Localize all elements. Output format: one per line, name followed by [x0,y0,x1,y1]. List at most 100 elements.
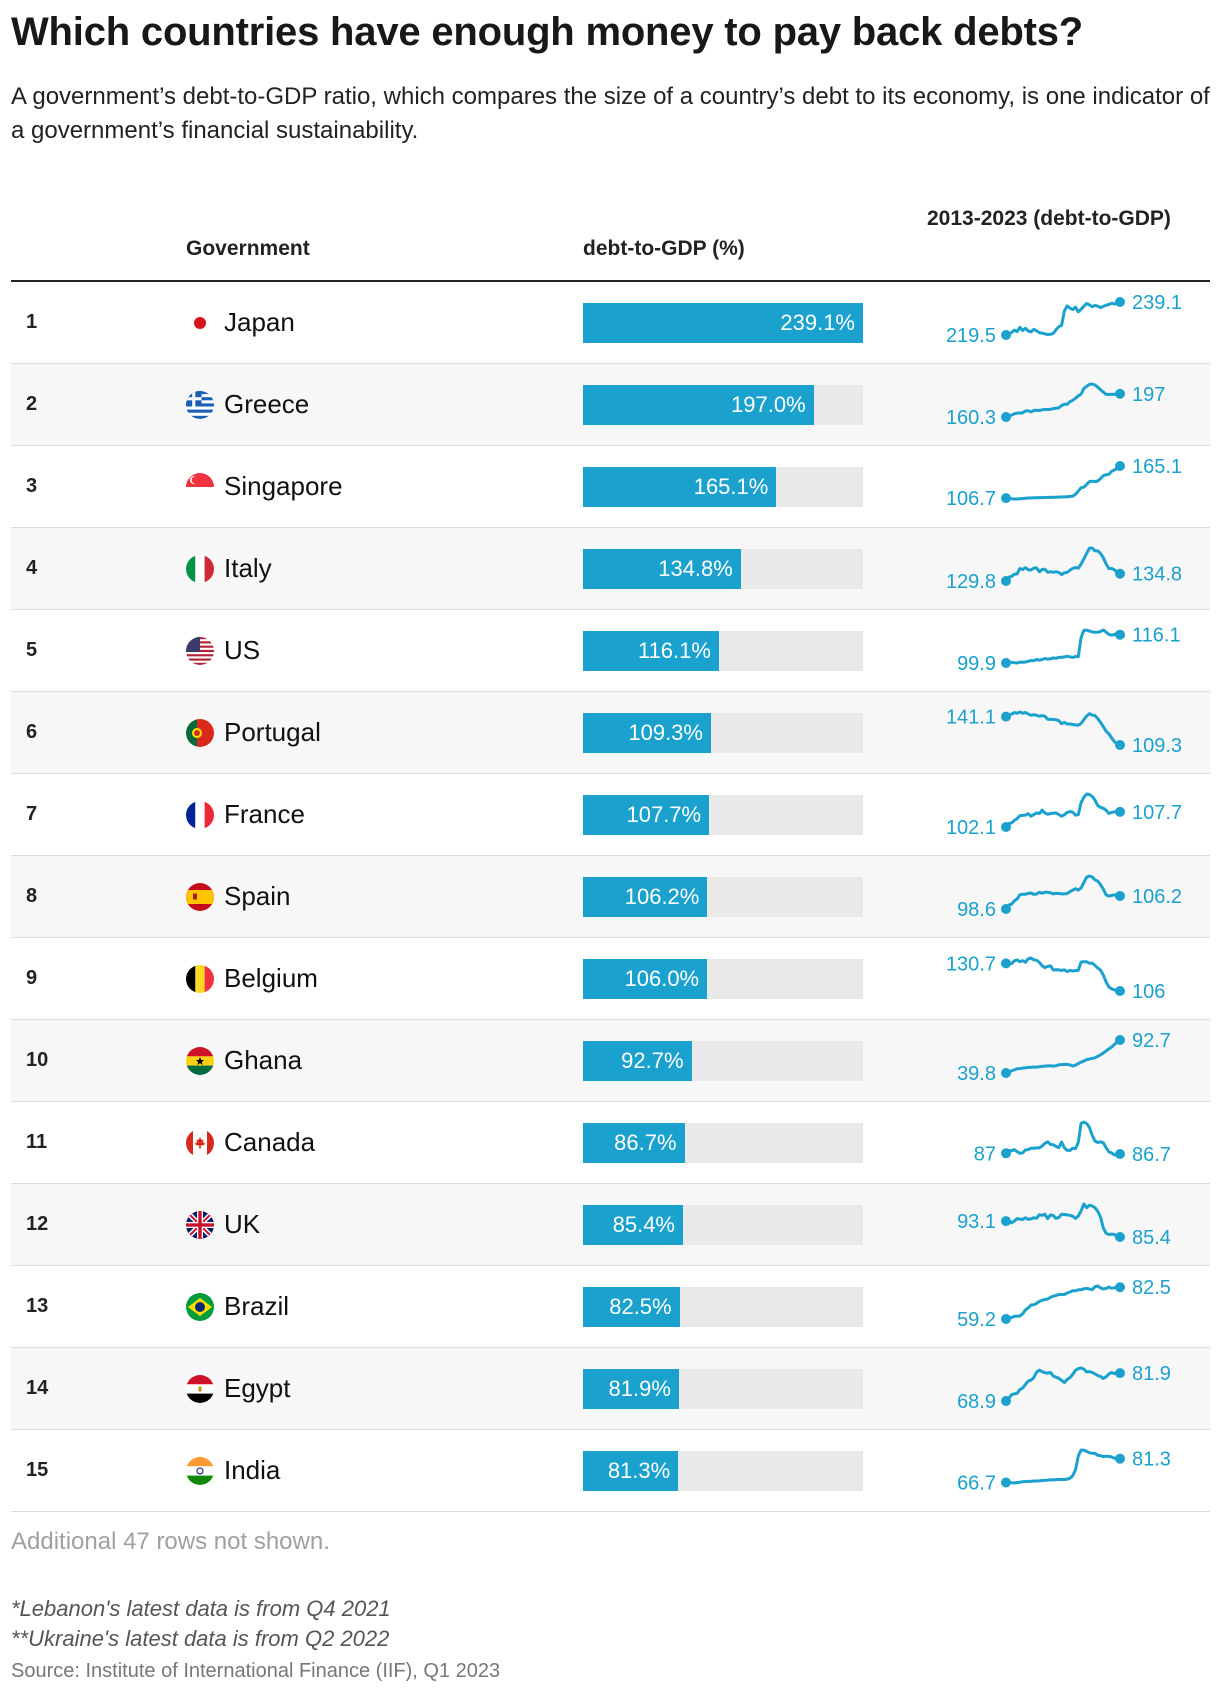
trend-start-dot [1001,1314,1011,1324]
trend-line [1004,874,1121,910]
trend-start-dot [1001,1396,1011,1406]
singapore-flag-icon [186,473,214,501]
table-row: 2 Greece 197.0% 160.3 197 [11,364,1210,446]
debt-bar: 165.1% [583,467,777,507]
rank-label: 3 [26,475,38,497]
trend-start-dot [1001,658,1011,668]
trend-line [1004,792,1120,828]
trend-start-label: 99.9 [957,653,996,675]
table-row: 4 Italy 134.8% 129.8 134.8 [11,528,1210,610]
column-header-debt: debt-to-GDP (%) [583,237,745,260]
trend-sparkline: 102.1 107.7 [946,792,1182,839]
bar-track: 109.3% [583,713,863,753]
trend-end-dot [1115,1149,1125,1160]
page-title: Which countries have enough money to pay… [11,10,1084,54]
debt-bar: 86.7% [583,1123,685,1163]
footnote-lebanon: *Lebanon's latest data is from Q4 2021 [11,1596,391,1621]
trend-end-dot [1115,890,1125,901]
trend-start-dot [1001,576,1011,586]
trend-end-label: 86.7 [1132,1144,1171,1166]
source-note: Source: Institute of International Finan… [11,1660,501,1682]
trend-sparkline: 106.7 165.1 [946,456,1182,510]
trend-start-label: 160.3 [946,407,996,429]
trend-sparkline: 68.9 81.9 [957,1363,1171,1413]
country-name: Greece [224,389,310,419]
bar-value-label: 106.2% [624,884,700,909]
table-row: 8 Spain 106.2% 98.6 106.2 [11,856,1210,938]
country-name: Belgium [224,963,318,993]
table-row: 13 Brazil 82.5% 59.2 82.5 [11,1266,1210,1348]
trend-start-dot [1001,330,1011,340]
bar-value-label: 109.3% [628,720,703,745]
table-row: 3 Singapore 165.1% 106.7 165.1 [11,446,1210,528]
table-header: Government debt-to-GDP (%) 2013-2023 (de… [0,196,1220,280]
page-subtitle: A government’s debt-to-GDP ratio, which … [11,83,1210,144]
trend-sparkline: 87 86.7 [974,1120,1171,1166]
egypt-flag-icon [186,1375,214,1403]
debt-bar: 106.2% [583,877,708,917]
rank-label: 2 [26,393,38,415]
rank-label: 5 [26,639,38,661]
trend-end-label: 165.1 [1132,456,1182,478]
country-name: US [224,635,261,665]
rank-label: 7 [26,803,38,825]
table-row: 14 Egypt 81.9% 68.9 81.9 [11,1348,1210,1430]
rank-label: 14 [26,1377,49,1399]
rank-label: 8 [26,885,38,907]
trend-line [1005,1038,1121,1075]
trend-sparkline: 130.7 106 [946,953,1165,1003]
trend-end-label: 85.4 [1132,1227,1171,1249]
country-name: Spain [224,881,291,911]
trend-line [1005,1284,1121,1321]
rank-label: 1 [26,311,38,333]
trend-end-label: 82.5 [1132,1277,1171,1299]
trend-end-label: 239.1 [1132,292,1182,314]
country-name: Portugal [224,717,321,747]
country-name: Japan [224,307,295,337]
trend-sparkline: 219.5 239.1 [946,292,1182,347]
trend-start-label: 59.2 [957,1309,996,1331]
table-row: 11 Canada 86.7% 87 86.7 [11,1102,1210,1184]
country-name: India [224,1455,281,1485]
trend-end-dot [1115,1232,1125,1242]
debt-bar: 239.1% [583,303,863,343]
trend-start-dot [1001,904,1011,914]
trend-start-dot [1001,822,1011,832]
trend-end-label: 197 [1132,384,1165,406]
rank-label: 11 [26,1131,48,1153]
trend-end-dot [1115,986,1125,996]
bar-track: 134.8% [583,549,863,589]
trend-sparkline: 66.7 81.3 [957,1448,1171,1495]
debt-bar: 197.0% [583,385,814,425]
trend-end-label: 106.2 [1132,886,1182,908]
trend-end-label: 92.7 [1132,1030,1171,1052]
trend-end-dot [1115,1282,1125,1293]
trend-start-dot [1001,711,1011,722]
footnote-ukraine: **Ukraine's latest data is from Q2 2022 [11,1626,390,1651]
bar-value-label: 134.8% [658,556,733,581]
country-name: Egypt [224,1373,291,1403]
trend-end-dot [1115,1368,1125,1379]
country-name: Brazil [224,1291,290,1321]
rank-label: 4 [26,557,38,579]
trend-start-label: 87 [974,1143,996,1165]
bar-track: 85.4% [583,1205,863,1245]
bar-value-label: 81.3% [607,1458,671,1483]
trend-sparkline: 93.1 85.4 [957,1202,1171,1249]
table-row: 15 India 81.3% 66.7 81.3 [11,1430,1210,1512]
country-name: France [224,799,305,829]
trend-line [1005,628,1121,665]
trend-end-label: 116.1 [1132,625,1181,647]
trend-end-dot [1115,1453,1125,1464]
country-name: Singapore [224,471,343,501]
rank-label: 15 [26,1459,49,1481]
us-flag-icon [186,637,214,665]
trend-end-dot [1115,806,1125,817]
trend-line [1005,1448,1121,1485]
trend-start-dot [1001,493,1011,504]
trend-end-label: 81.9 [1132,1363,1171,1385]
trend-line [1005,300,1121,337]
trend-start-label: 219.5 [946,325,996,347]
table-body: 1 Japan 239.1% 219.5 239.1 2 Greece 197.0% 160.3… [11,282,1210,1512]
trend-start-label: 141.1 [946,707,996,729]
